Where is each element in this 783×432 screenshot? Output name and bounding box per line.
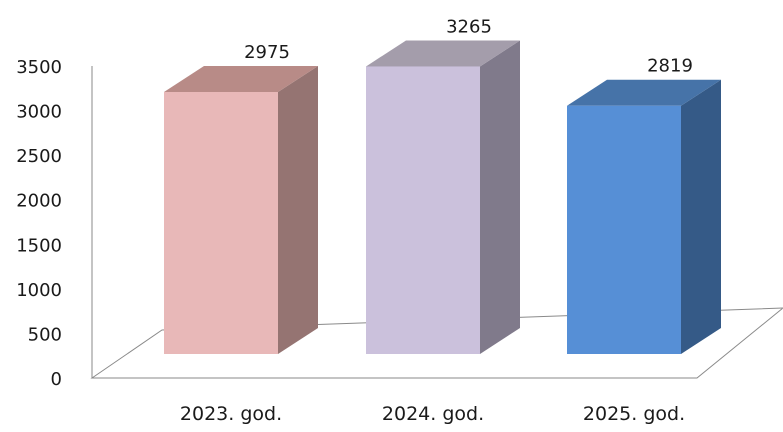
y-tick-label-1500: 1500 (16, 235, 62, 256)
data-labels: 2975 3265 2819 (244, 16, 693, 76)
bar-2 (366, 40, 520, 354)
y-tick-label-3000: 3000 (16, 102, 62, 123)
bar-top-3 (567, 79, 721, 106)
y-tick-label-0: 0 (51, 369, 62, 390)
bar-3 (567, 79, 721, 354)
y-tick-label-1000: 1000 (16, 280, 62, 301)
bar-side-3 (681, 79, 721, 354)
data-label-1: 2975 (244, 42, 290, 63)
y-axis: 0 500 1000 1500 2000 2500 3000 3500 (16, 57, 93, 390)
bar-front-1 (164, 92, 278, 354)
bar-front-3 (567, 105, 681, 354)
bar-front-2 (366, 66, 480, 354)
x-tick-label-1: 2023. god. (180, 403, 282, 425)
x-tick-label-2: 2024. god. (382, 403, 484, 425)
x-tick-label-3: 2025. god. (583, 403, 685, 425)
y-tick-label-3500: 3500 (16, 57, 62, 78)
bar-1 (164, 66, 318, 354)
bar-top-1 (164, 66, 318, 92)
bar-series (164, 40, 721, 354)
chart-floor (90, 307, 783, 379)
y-tick-label-2500: 2500 (16, 146, 62, 167)
bar-top-2 (366, 40, 520, 67)
data-label-2: 3265 (446, 16, 492, 37)
x-axis-labels: 2023. god. 2024. god. 2025. god. (180, 403, 685, 425)
y-tick-label-2000: 2000 (16, 191, 62, 212)
data-label-3: 2819 (647, 56, 693, 77)
bar-side-2 (480, 40, 520, 354)
y-tick-label-500: 500 (28, 324, 62, 345)
bar-side-1 (278, 66, 318, 354)
